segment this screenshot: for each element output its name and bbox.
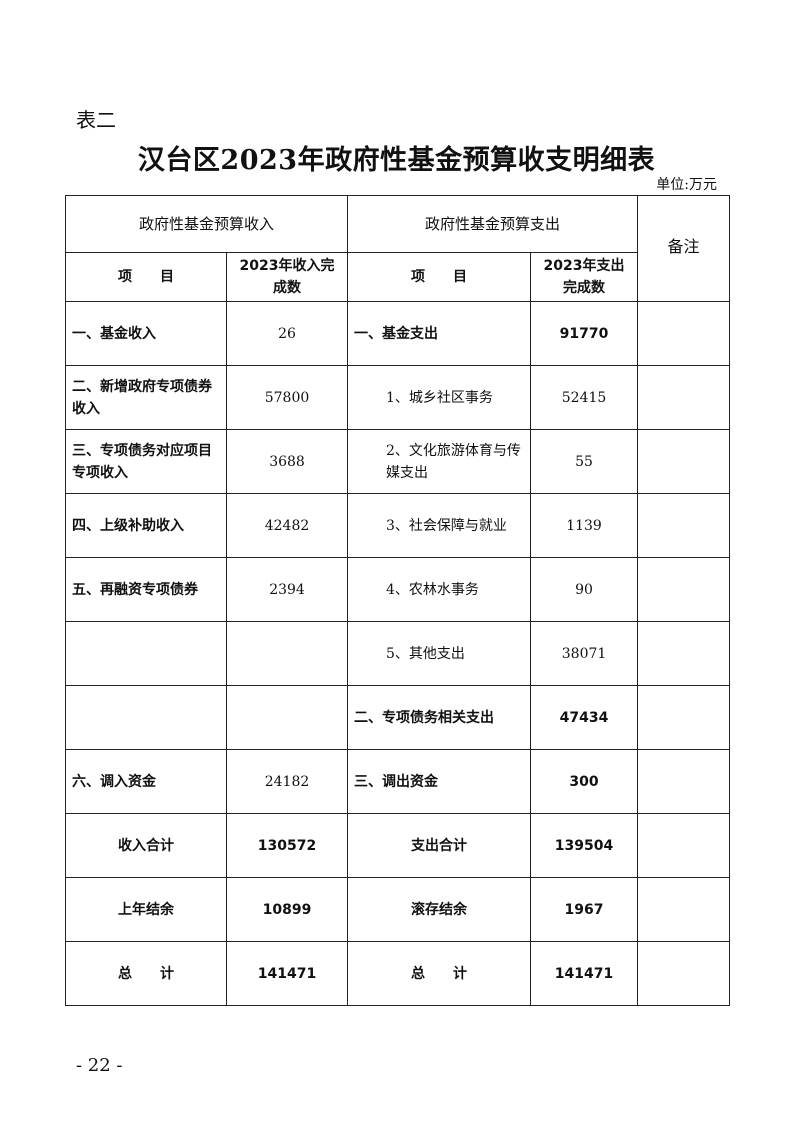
- income-value-header: 2023年收入完成数: [225, 252, 349, 302]
- income-value: [225, 621, 349, 686]
- income-item: 六、调入资金: [65, 749, 227, 814]
- remarks-cell: [637, 621, 731, 686]
- expense-group-header: 政府性基金预算支出: [347, 195, 639, 253]
- expense-value: 1139: [530, 493, 639, 558]
- expense-item: 4、农林水事务: [347, 557, 532, 622]
- table-row: 上年结余 10899 滚存结余 1967: [65, 877, 731, 942]
- remarks-cell: [637, 365, 731, 430]
- expense-value: 139504: [530, 813, 639, 878]
- expense-item: 滚存结余: [347, 877, 532, 942]
- remarks-cell: [637, 813, 731, 878]
- expense-value: 91770: [530, 301, 639, 366]
- expense-value: 38071: [530, 621, 639, 686]
- page-number: - 22 -: [76, 1055, 123, 1076]
- expense-value: 1967: [530, 877, 639, 942]
- table-row: 5、其他支出 38071: [65, 621, 731, 686]
- table-row: 三、专项债务对应项目专项收入 3688 2、文化旅游体育与传媒支出 55: [65, 429, 731, 494]
- page-title: 汉台区2023年政府性基金预算收支明细表: [137, 145, 656, 176]
- unit-label: 单位:万元: [656, 177, 717, 193]
- budget-table: 政府性基金预算收入 政府性基金预算支出 备注 项 目 2023年收入完成数 项 …: [64, 195, 731, 1006]
- expense-item: 三、调出资金: [347, 749, 532, 814]
- table-row: 六、调入资金 24182 三、调出资金 300: [65, 749, 731, 814]
- remarks-cell: [637, 301, 731, 366]
- income-value: 3688: [225, 429, 349, 494]
- table-row: 总 计 141471 总 计 141471: [65, 941, 731, 1006]
- expense-item: 1、城乡社区事务: [347, 365, 532, 430]
- income-value: 26: [225, 301, 349, 366]
- expense-item: 3、社会保障与就业: [347, 493, 532, 558]
- income-value: 10899: [225, 877, 349, 942]
- income-item: 五、再融资专项债券: [65, 557, 227, 622]
- income-value: 57800: [225, 365, 349, 430]
- expense-item: 5、其他支出: [347, 621, 532, 686]
- table-row: 二、新增政府专项债券收入 57800 1、城乡社区事务 52415: [65, 365, 731, 430]
- table-row: 收入合计 130572 支出合计 139504: [65, 813, 731, 878]
- income-value: 141471: [225, 941, 349, 1006]
- expense-value: 55: [530, 429, 639, 494]
- remarks-cell: [637, 493, 731, 558]
- income-item-header: 项 目: [65, 252, 227, 302]
- remarks-cell: [637, 877, 731, 942]
- income-value: [225, 685, 349, 750]
- table-row: 二、专项债务相关支出 47434: [65, 685, 731, 750]
- expense-value: 141471: [530, 941, 639, 1006]
- expense-item-header: 项 目: [347, 252, 532, 302]
- expense-value: 300: [530, 749, 639, 814]
- expense-value: 90: [530, 557, 639, 622]
- remarks-cell: [637, 749, 731, 814]
- expense-item: 支出合计: [347, 813, 532, 878]
- table-label: 表二: [76, 108, 116, 132]
- remarks-cell: [637, 685, 731, 750]
- expense-item: 2、文化旅游体育与传媒支出: [347, 429, 532, 494]
- remarks-cell: [637, 557, 731, 622]
- income-item: [65, 685, 227, 750]
- expense-value-header: 2023年支出完成数: [530, 252, 639, 302]
- income-item: 三、专项债务对应项目专项收入: [65, 429, 227, 494]
- income-group-header: 政府性基金预算收入: [64, 195, 349, 253]
- income-value: 42482: [225, 493, 349, 558]
- income-item: [65, 621, 227, 686]
- remarks-cell: [637, 429, 731, 494]
- income-item: 总 计: [65, 941, 227, 1006]
- income-item: 收入合计: [65, 813, 227, 878]
- income-value: 24182: [225, 749, 349, 814]
- income-value: 2394: [225, 557, 349, 622]
- expense-item: 二、专项债务相关支出: [347, 685, 532, 750]
- table-row: 一、基金收入 26 一、基金支出 91770: [65, 301, 731, 366]
- income-value: 130572: [225, 813, 349, 878]
- table-row: 五、再融资专项债券 2394 4、农林水事务 90: [65, 557, 731, 622]
- table-row: 四、上级补助收入 42482 3、社会保障与就业 1139: [65, 493, 731, 558]
- expense-value: 52415: [530, 365, 639, 430]
- subheader-row: 项 目 2023年收入完成数 项 目 2023年支出完成数: [65, 252, 730, 302]
- remarks-cell: [637, 941, 731, 1006]
- expense-item: 总 计: [347, 941, 532, 1006]
- remarks-header: 备注: [637, 195, 731, 302]
- income-item: 上年结余: [65, 877, 227, 942]
- income-item: 二、新增政府专项债券收入: [65, 365, 227, 430]
- income-item: 一、基金收入: [65, 301, 227, 366]
- expense-item: 一、基金支出: [347, 301, 532, 366]
- income-item: 四、上级补助收入: [65, 493, 227, 558]
- expense-value: 47434: [530, 685, 639, 750]
- header-row: 政府性基金预算收入 政府性基金预算支出 备注: [64, 195, 731, 302]
